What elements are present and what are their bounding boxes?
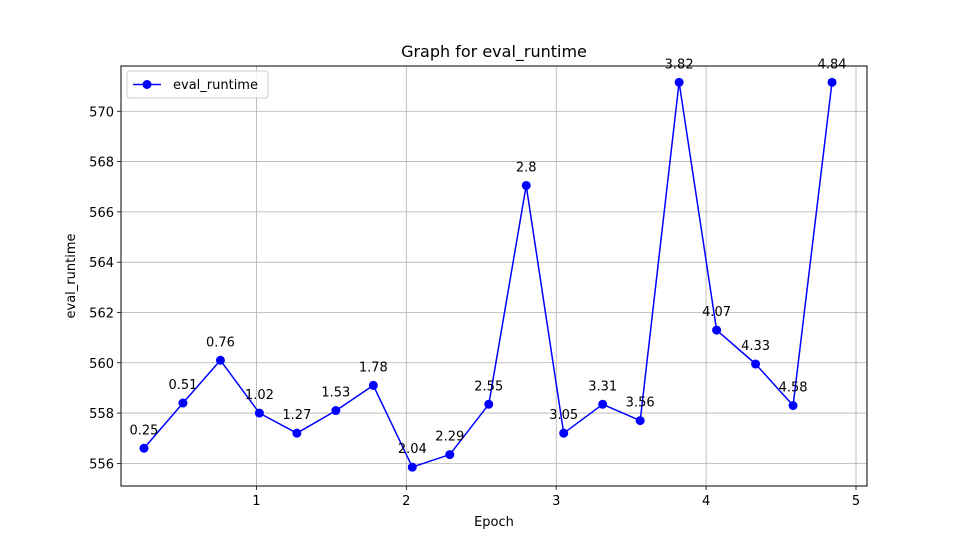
data-point	[254, 408, 264, 418]
data-label: 2.04	[398, 442, 427, 457]
data-label: 1.78	[359, 360, 388, 375]
data-point	[139, 443, 149, 453]
data-label: 3.05	[549, 408, 578, 423]
x-tick-label: 1	[252, 494, 260, 509]
data-label: 3.82	[665, 57, 694, 72]
series-line	[143, 81, 833, 468]
data-label: 0.51	[168, 378, 197, 393]
data-point	[559, 428, 569, 438]
legend: eval_runtime	[126, 70, 269, 99]
x-tick-label: 5	[852, 494, 860, 509]
data-point	[827, 77, 837, 87]
y-tick-label: 560	[89, 357, 114, 372]
legend-entry-label: eval_runtime	[173, 78, 258, 93]
data-label: 4.58	[779, 381, 808, 396]
y-axis-ticks: 556 558 560 562 564 566 568 570	[89, 105, 121, 472]
plot-area-frame	[120, 65, 868, 487]
x-tick-label: 4	[702, 494, 710, 509]
data-label: 4.07	[702, 305, 731, 320]
data-point	[407, 462, 417, 472]
data-label: 3.56	[626, 396, 655, 411]
data-point	[712, 325, 722, 335]
y-tick-label: 556	[89, 457, 114, 472]
data-label: 1.53	[321, 386, 350, 401]
chart-title: Graph for eval_runtime	[401, 42, 587, 62]
data-point	[635, 416, 645, 426]
data-point	[368, 380, 378, 390]
data-point	[292, 428, 302, 438]
data-label: 2.8	[516, 160, 537, 175]
legend-box	[126, 70, 269, 99]
series-line-group	[143, 81, 833, 468]
y-tick-label: 564	[89, 256, 114, 271]
data-labels: 0.25 0.51 0.76 1.02 1.27 1.53 1.78 2.04 2.29 2.55…	[130, 57, 847, 457]
data-label: 4.84	[818, 57, 847, 72]
data-point	[331, 406, 341, 416]
grid	[121, 66, 867, 486]
data-point	[751, 359, 761, 369]
data-point	[215, 355, 225, 365]
data-point	[521, 180, 531, 190]
x-axis-ticks: 1 2 3 4 5	[252, 486, 860, 509]
y-tick-label: 566	[89, 206, 114, 221]
data-point	[674, 77, 684, 87]
data-label: 2.55	[474, 379, 503, 394]
data-label: 3.31	[588, 379, 617, 394]
data-point	[178, 398, 188, 408]
x-axis-label: Epoch	[474, 515, 514, 530]
x-tick-label: 3	[552, 494, 560, 509]
data-label: 1.02	[245, 388, 274, 403]
data-label: 4.33	[741, 339, 770, 354]
y-tick-label: 568	[89, 156, 114, 171]
data-label: 2.29	[435, 430, 464, 445]
y-tick-label: 570	[89, 105, 114, 120]
y-tick-label: 562	[89, 306, 114, 321]
y-axis-label: eval_runtime	[64, 234, 79, 319]
data-label: 0.25	[130, 423, 159, 438]
data-point	[788, 401, 798, 411]
y-tick-label: 558	[89, 407, 114, 422]
data-label: 1.27	[282, 408, 311, 423]
x-tick-label: 2	[402, 494, 410, 509]
data-label: 0.76	[206, 335, 235, 350]
data-point	[484, 399, 494, 409]
legend-marker-swatch	[142, 80, 152, 89]
data-points	[139, 77, 837, 472]
data-point	[598, 399, 608, 409]
data-point	[445, 450, 455, 460]
